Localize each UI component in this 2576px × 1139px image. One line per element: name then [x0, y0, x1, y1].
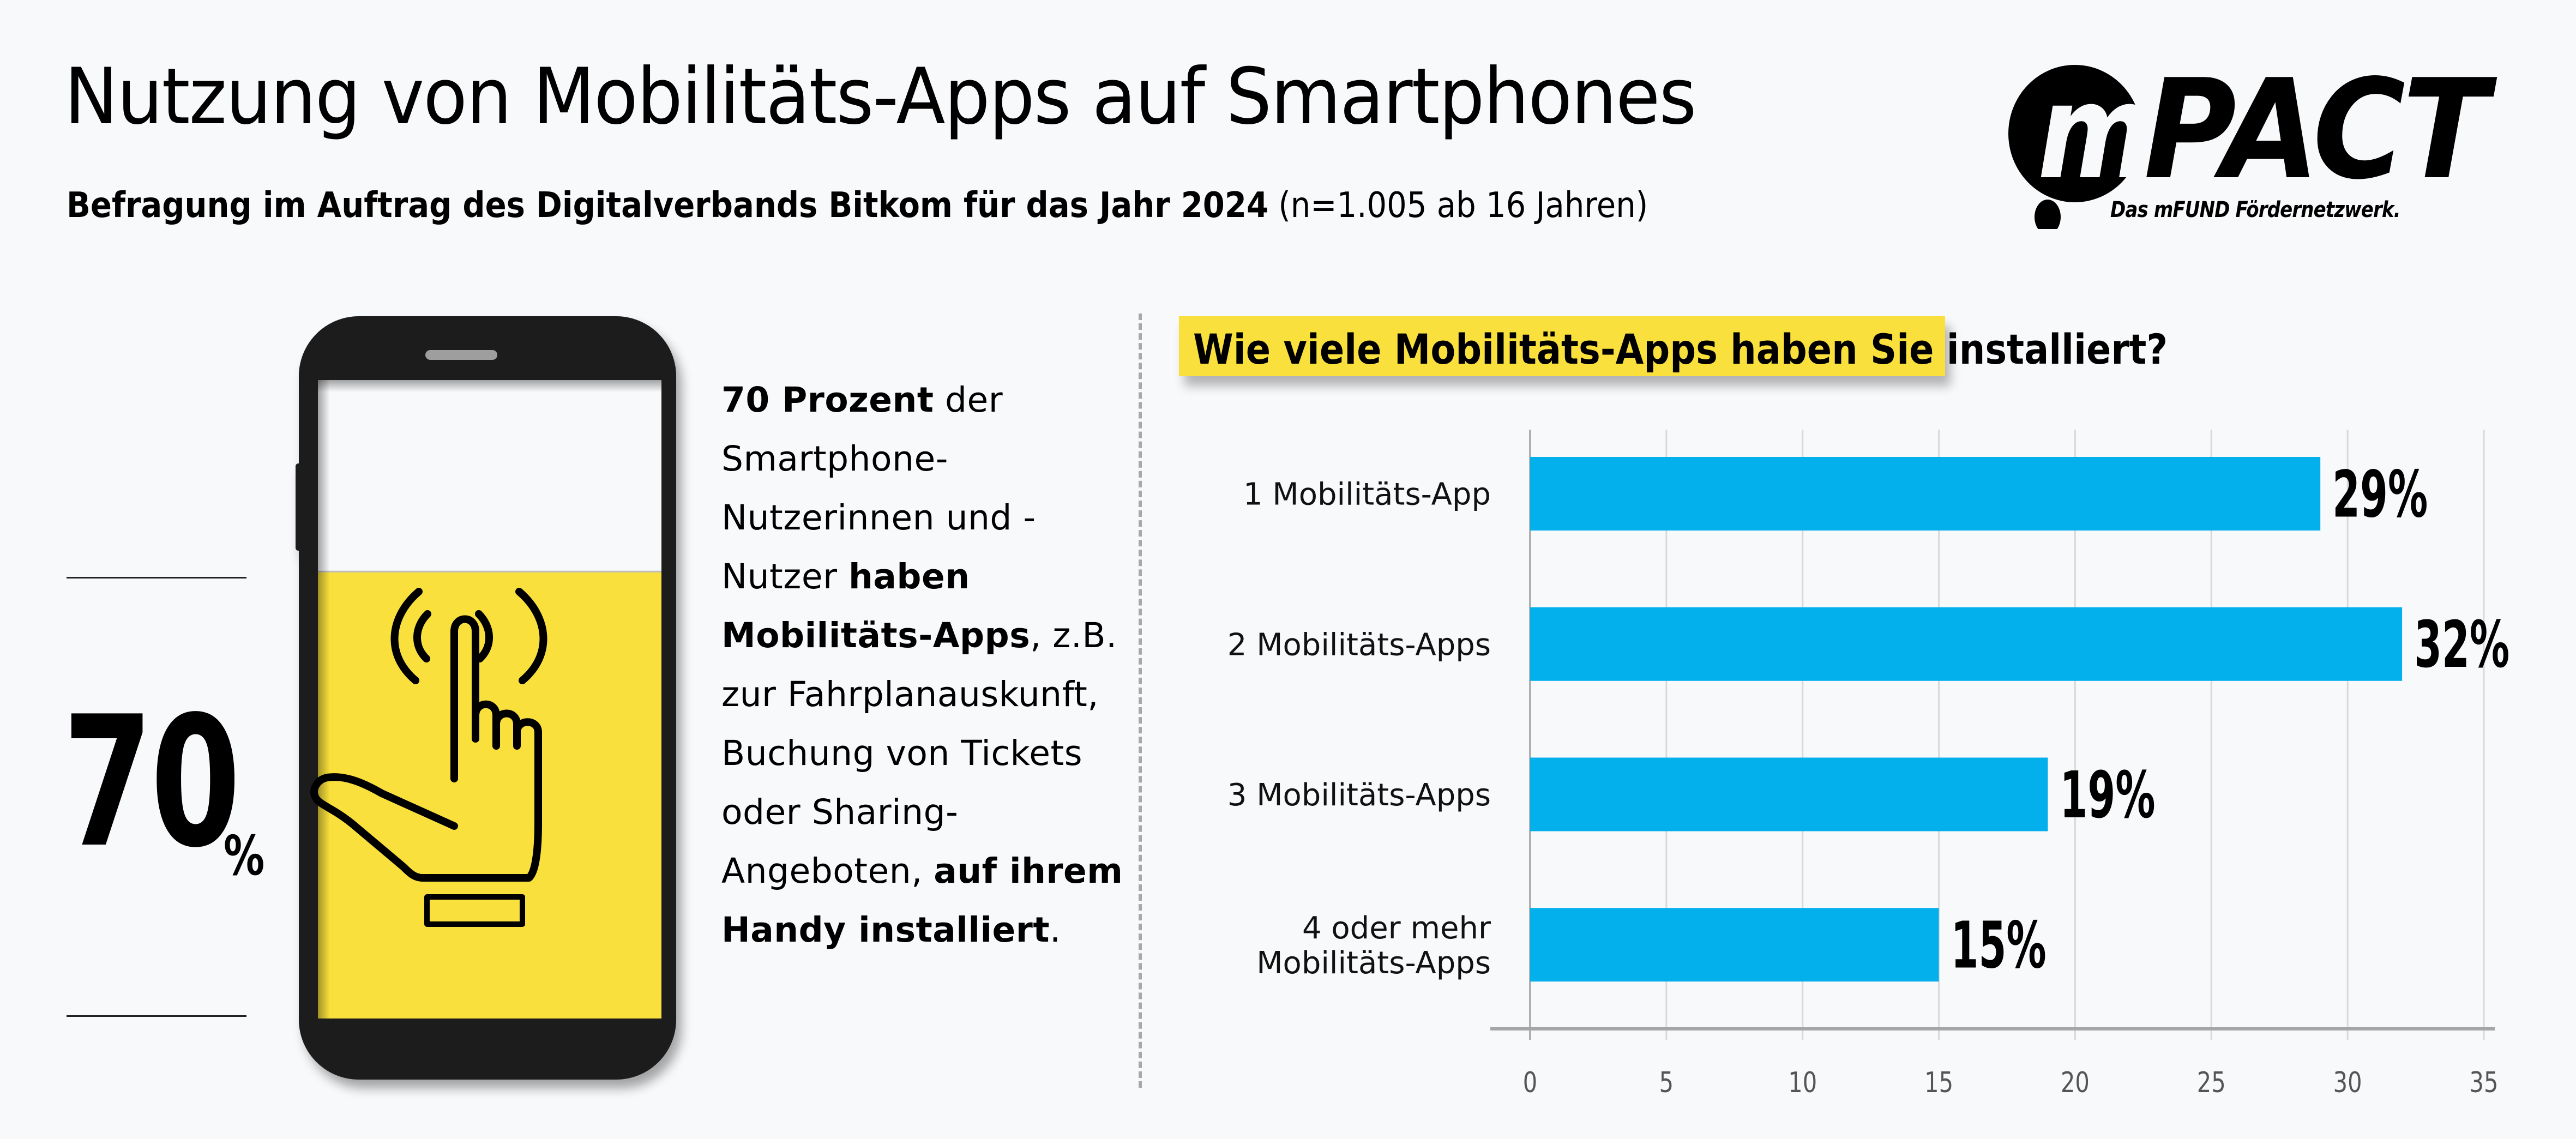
hand-tap-icon [310, 588, 547, 927]
section-divider [1139, 314, 1142, 1088]
description-part: haben Mobilitäts-Apps [721, 557, 1031, 655]
signal-wave-outer-left [390, 588, 423, 684]
stat-description: 70 Prozent der Smartphone-Nutzerinnen un… [721, 371, 1125, 960]
stat-rule-bottom [67, 1015, 246, 1017]
category-label: 2 Mobilitäts-Apps [1227, 627, 1491, 662]
mpact-logo: m PACT [2008, 50, 2501, 229]
category-label: Mobilitäts-Apps [1256, 945, 1491, 981]
tick-label: 30 [2333, 1066, 2362, 1100]
signal-wave-outer-right [515, 588, 547, 684]
subtitle-sample: (n=1.005 ab 16 Jahren) [1268, 185, 1648, 226]
category-label: 1 Mobilitäts-App [1243, 477, 1491, 513]
category-label: 3 Mobilitäts-Apps [1227, 778, 1491, 813]
signal-wave-inner-left [413, 610, 431, 662]
bar [1530, 757, 2048, 831]
tick-label: 20 [2061, 1066, 2090, 1100]
hand-outline [310, 615, 542, 882]
logo-name: PACT [2144, 50, 2497, 210]
description-part: auf ihrem Handy installiert [721, 851, 1123, 950]
description-part: . [1049, 910, 1061, 950]
tick-label: 0 [1523, 1066, 1537, 1100]
logo-prefix: m [2038, 56, 2154, 208]
stat-value: 70 [63, 678, 240, 887]
subtitle-source: Befragung im Auftrag des Digitalverbands… [67, 185, 1269, 226]
chart-category-labels: 1 Mobilitäts-App 2 Mobilitäts-Apps 3 Mobil… [1227, 477, 1491, 981]
page-subtitle: Befragung im Auftrag des Digitalverbands… [67, 185, 1648, 226]
phone-illustration [296, 316, 676, 1080]
chart-title-banner [1179, 316, 1945, 376]
phone-speaker [425, 350, 497, 360]
value-label: 19% [2060, 758, 2155, 833]
tick-label: 10 [1788, 1066, 1817, 1100]
value-label: 32% [2414, 608, 2509, 683]
tick-label: 25 [2197, 1066, 2226, 1100]
stat-unit: % [224, 824, 265, 888]
tick-label: 5 [1659, 1066, 1674, 1100]
chart-title: Wie viele Mobilitäts-Apps haben Sie inst… [1193, 325, 2168, 373]
logo-tagline: Das mFUND Fördernetzwerk. [2110, 197, 2401, 222]
chart-bars [1530, 457, 2403, 982]
value-label: 15% [1951, 909, 2047, 984]
description-part: der Smartphone-Nutzerinnen und -Nutzer [721, 380, 1036, 596]
chart-tick-labels: 0 5 10 15 20 25 30 35 [1523, 1066, 2499, 1100]
value-label: 29% [2332, 457, 2428, 532]
tick-label: 15 [1924, 1066, 1953, 1100]
page-title: Nutzung von Mobilitäts-Apps auf Smartpho… [64, 52, 1696, 142]
description-part: 70 Prozent [721, 380, 934, 420]
tick-label: 35 [2470, 1066, 2499, 1100]
signal-wave-inner-right [475, 610, 493, 662]
hand-cuff [424, 894, 525, 927]
stat-rule-top [67, 577, 246, 578]
phone-screen-shade-top [318, 380, 661, 392]
bar [1530, 607, 2403, 681]
bar [1530, 457, 2321, 531]
description-part: , z.B. zur Fahrplan­auskunft, Buchung vo… [721, 616, 1117, 891]
chart-value-labels: 29% 32% 19% 15% [1951, 457, 2510, 983]
phone-screen-shade-left [318, 380, 330, 1019]
category-label: 4 oder mehr [1302, 911, 1491, 946]
logo-bubble-small [2035, 200, 2061, 229]
bar [1530, 908, 1939, 982]
logo-bubble [2008, 65, 2141, 202]
